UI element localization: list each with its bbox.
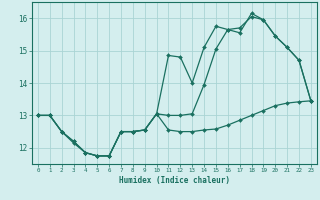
X-axis label: Humidex (Indice chaleur): Humidex (Indice chaleur)	[119, 176, 230, 185]
